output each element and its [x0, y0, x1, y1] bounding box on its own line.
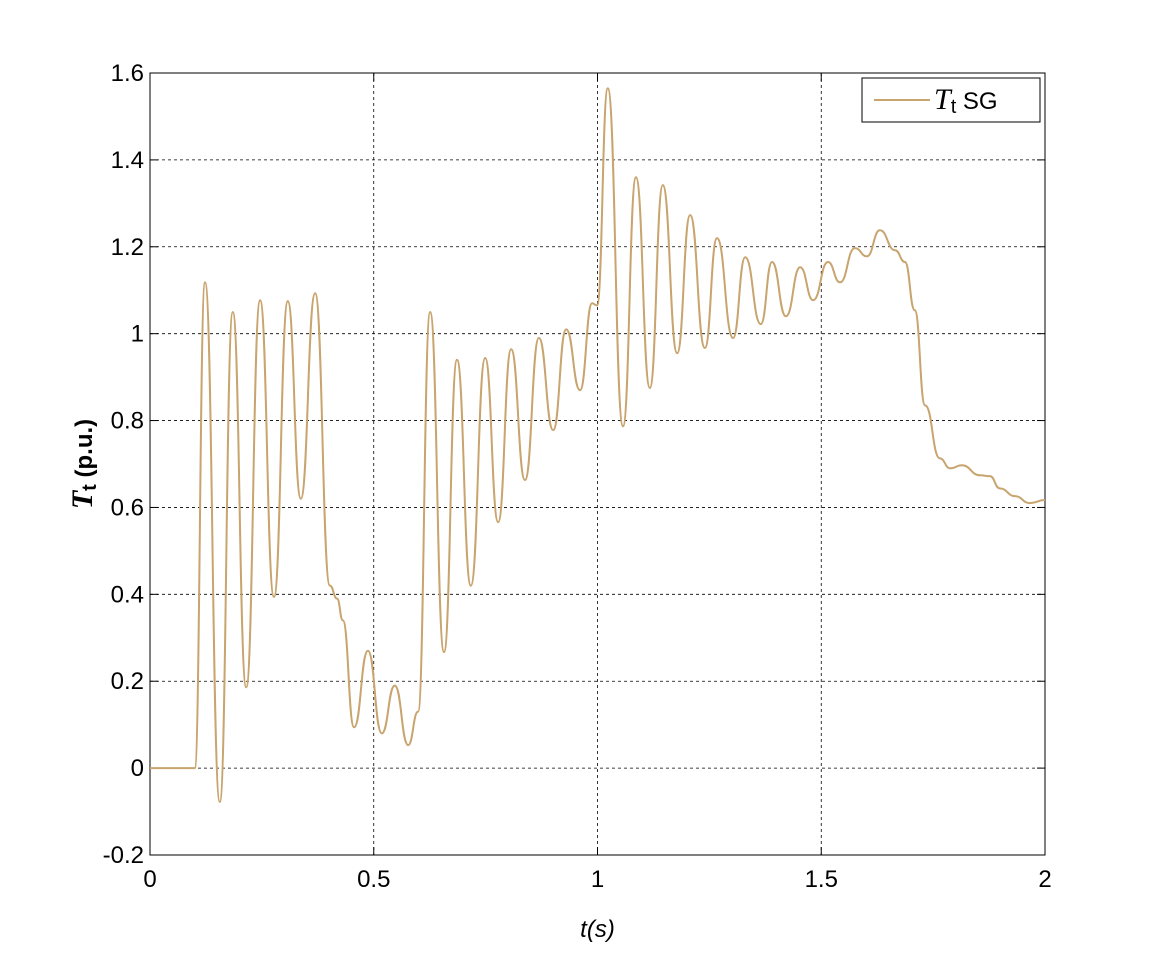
y-axis-label: Tt (p.u.) — [66, 419, 101, 509]
x-tick-label: 1 — [591, 866, 604, 893]
y-tick-label: 1.2 — [111, 234, 144, 261]
x-tick-label: 0.5 — [357, 866, 390, 893]
y-tick-label: 0.8 — [111, 408, 144, 435]
x-tick-label: 1.5 — [805, 866, 838, 893]
y-tick-label: 0.4 — [111, 581, 144, 608]
x-tick-label: 0 — [143, 866, 156, 893]
y-tick-label: -0.2 — [103, 842, 144, 869]
y-tick-label: 1 — [131, 321, 144, 348]
x-tick-label: 2 — [1038, 866, 1051, 893]
y-tick-label: 0 — [131, 755, 144, 782]
data-line — [149, 87, 1046, 804]
y-tick-label: 0.2 — [111, 668, 144, 695]
legend-label: Tt SG — [934, 83, 998, 118]
x-axis-label: t(s) — [580, 916, 615, 943]
y-tick-label: 1.6 — [111, 60, 144, 87]
plot-frame — [149, 72, 1046, 856]
y-tick-label: 0.6 — [111, 494, 144, 521]
y-tick-label: 1.4 — [111, 147, 144, 174]
